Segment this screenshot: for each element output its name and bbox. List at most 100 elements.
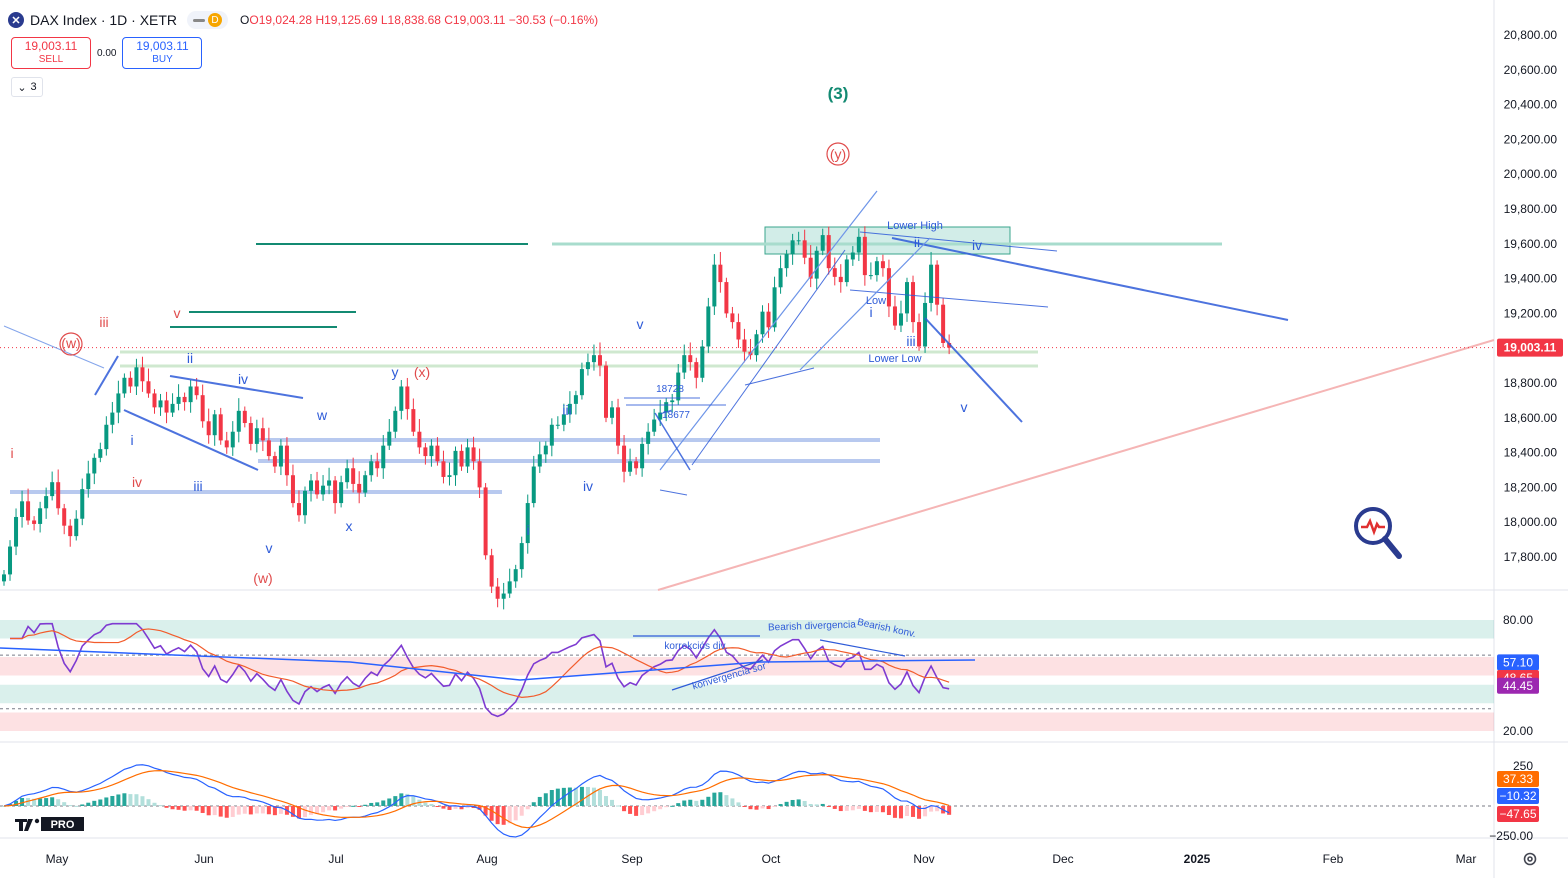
macd-histogram-bar [68,805,73,807]
candle-body [790,240,795,255]
wave-label-blue: i [526,522,529,538]
macd-histogram-bar [712,792,717,806]
macd-histogram-bar [152,802,157,806]
indicator-collapse-button[interactable]: ⌄ 3 [11,77,43,97]
rsi-value-tag [1497,677,1539,694]
candle-body [236,410,241,432]
candle-body [146,381,151,394]
y-tick-label: 18,000.00 [1504,515,1558,529]
macd-histogram-bar [501,806,506,825]
rsi-zone [0,657,1494,676]
trend-line [123,409,259,471]
macd-histogram-bar [760,806,765,809]
candle-body [561,414,566,425]
candle-body [911,282,916,323]
candle-body [850,252,855,260]
candle-body [832,268,837,277]
candle-body [182,396,187,403]
candle-body [309,480,314,491]
wave-label-red: (w) [253,570,272,586]
macd-histogram-bar [303,806,307,818]
macd-histogram-bar [664,806,669,808]
candle-body [730,313,735,323]
candle-body [784,254,789,269]
candle-body [591,355,596,363]
wave-label-teal: (3) [828,84,849,103]
price-axis[interactable]: 20,800.00 20,600.00 20,400.00 20,200.00 20,0… [1489,28,1563,843]
macd-histogram-bar [646,806,651,814]
macd-histogram-bar [640,806,645,816]
trend-line [169,375,304,399]
macd-histogram-bar [772,806,777,807]
macd-histogram-bar [260,806,265,814]
candle-body [826,235,831,269]
trend-line [859,231,1058,252]
macd-histogram-bar [880,806,885,813]
candle-body [230,431,235,448]
long-term-trendline [657,339,1495,591]
candle-body [62,508,67,526]
candle-body [140,367,145,382]
wave-label-red: (w) [61,335,80,351]
market-status-pill[interactable]: D [187,11,229,29]
candle-body [164,400,169,413]
candle-body [345,468,350,483]
trend-line [659,409,673,415]
rsi-trend-line [671,659,764,691]
sell-button[interactable]: 19,003.11 SELL [11,37,91,69]
candle-body [260,428,265,441]
candle-body [880,261,885,269]
macd-histogram-bar [387,798,392,806]
symbol-title[interactable]: DAX Index · 1D · XETR [30,12,178,28]
candle-body [543,445,548,455]
candle-body [604,365,608,418]
macd-histogram-bar [567,787,572,806]
candle-body [640,443,645,469]
macd-histogram-bar [357,806,362,807]
candle-body [387,431,392,446]
macd-histogram-bar [296,806,301,819]
candle-body [417,431,422,448]
candle-body [682,355,687,373]
macd-histogram-bar [399,793,404,806]
time-axis[interactable]: May Jun Jul Aug Sep Oct Nov Dec 2025 Feb Mar [46,852,1477,866]
macd-histogram-bar [393,796,398,806]
y-tick-label: 20,800.00 [1504,28,1558,42]
macd-value-label: −10.32 [1499,789,1536,803]
candle-body [38,508,43,524]
macd-histogram-bar [616,805,621,807]
macd-value-tag [1497,806,1539,822]
candle-body [405,386,410,410]
wave-label-red: (y) [830,146,846,162]
trend-line [924,317,1023,423]
drawings-foreground: iii(w)iivv(x)(w)(y)iiiiviiivxywviiiiviii… [3,84,1289,586]
candle-body [134,367,139,387]
macd-histogram-bar [519,806,524,816]
candle-body [2,574,6,582]
rsi-long-ma-line [0,647,976,681]
wave-label-red: iv [132,474,142,490]
candle-body [573,395,578,404]
candle-body [321,485,326,495]
macd-histogram-bar [170,806,175,810]
macd-histogram-bar [597,789,602,806]
candle-body [935,264,940,305]
wave-label-blue: v [637,316,644,332]
macd-histogram-bar [670,805,675,807]
y-tick-label: 18,600.00 [1504,411,1558,425]
candle-body [862,236,867,276]
settings-gear-icon[interactable] [1521,850,1539,868]
macd-histogram-bar [230,806,235,817]
macd-histogram-bar [947,806,952,815]
magnifier-pulse-icon[interactable] [1353,506,1403,562]
candle-body [628,461,633,472]
macd-histogram-bar [104,797,109,806]
macd-histogram-bar [122,793,127,806]
candle-body [296,503,301,516]
macd-histogram-bar [56,799,61,806]
macd-histogram-bar [820,803,825,806]
candle-body [700,346,705,378]
wave-label-blue: ii [914,234,920,250]
buy-button[interactable]: 19,003.11 BUY [122,37,203,69]
